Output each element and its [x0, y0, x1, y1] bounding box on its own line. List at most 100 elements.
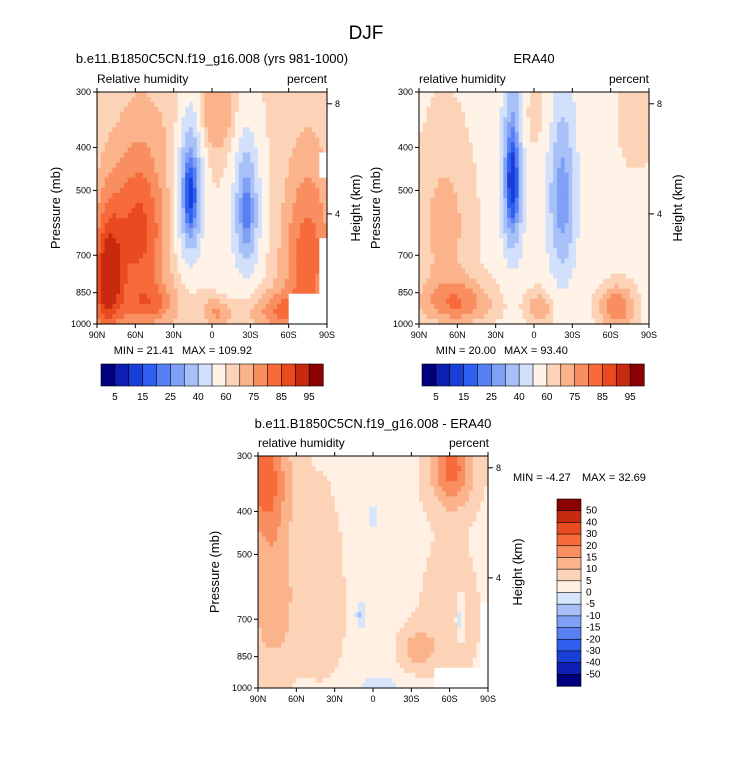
- heatmap-cell: [288, 263, 294, 270]
- heatmap-cell: [238, 97, 244, 103]
- heatmap-cell: [208, 248, 213, 254]
- heatmap-cell: [269, 142, 274, 149]
- heatmap-cell: [526, 137, 531, 144]
- heatmap-cell: [212, 117, 217, 123]
- heatmap-cell: [434, 132, 439, 138]
- heatmap-cell: [576, 167, 581, 174]
- heatmap-cell: [196, 258, 202, 265]
- heatmap-cell: [181, 197, 186, 204]
- heatmap-cell: [143, 147, 148, 154]
- heatmap-cell: [246, 162, 251, 169]
- heatmap-cell: [633, 223, 639, 229]
- heatmap-cell: [158, 182, 163, 189]
- heatmap-cell: [599, 268, 604, 275]
- heatmap-cell: [618, 213, 623, 219]
- heatmap-cell: [242, 107, 248, 113]
- heatmap-cell: [238, 213, 244, 219]
- heatmap-cell: [173, 253, 179, 260]
- heatmap-cell: [158, 142, 163, 149]
- heatmap-cell: [534, 102, 539, 108]
- heatmap-cell: [472, 102, 478, 108]
- colorbar-swatch: [253, 363, 269, 387]
- heatmap-cell: [296, 127, 301, 133]
- heatmap-cell: [323, 142, 328, 149]
- heatmap-cell: [511, 147, 516, 154]
- heatmap-cell: [112, 283, 117, 290]
- heatmap-cell: [442, 157, 447, 164]
- heatmap-cell: [610, 112, 616, 118]
- heatmap-cell: [641, 162, 646, 169]
- heatmap-cell: [154, 263, 159, 270]
- heatmap-cell: [549, 92, 554, 98]
- heatmap-cell: [626, 187, 631, 194]
- heatmap-cell: [284, 248, 290, 254]
- heatmap-cell: [104, 197, 110, 204]
- heatmap-cell: [158, 233, 163, 239]
- heatmap-cell: [522, 238, 527, 244]
- heatmap-cell: [319, 197, 324, 204]
- heatmap-cell: [426, 182, 432, 189]
- heatmap-cell: [307, 298, 313, 305]
- heatmap-cell: [292, 192, 297, 199]
- heatmap-cell: [499, 127, 504, 133]
- heatmap-cell: [143, 228, 148, 234]
- heatmap-cell: [622, 182, 627, 189]
- heatmap-cell: [261, 92, 267, 98]
- heatmap-cell: [97, 147, 102, 154]
- heatmap-cell: [641, 122, 646, 128]
- heatmap-cell: [503, 142, 508, 149]
- heatmap-cell: [442, 182, 447, 189]
- colorbar-model: 5 15 25 40 60 75 85 95: [100, 363, 324, 403]
- heatmap-cell: [277, 288, 282, 295]
- heatmap-cell: [273, 167, 278, 174]
- y-tick-label: 700: [76, 250, 91, 260]
- heatmap-cell: [545, 137, 550, 144]
- heatmap-cell: [254, 167, 259, 174]
- heatmap-cell: [273, 182, 278, 189]
- heatmap-cell: [511, 112, 516, 118]
- heatmap-cell: [422, 208, 428, 214]
- heatmap-cell: [177, 187, 182, 194]
- heatmap-cell: [522, 167, 527, 174]
- heatmap-cell: [154, 238, 159, 244]
- panel-model-min: MIN = 21.41: [114, 345, 174, 357]
- heatmap-cell: [254, 288, 259, 295]
- heatmap-cell: [442, 132, 447, 138]
- heatmap-cell: [162, 223, 167, 229]
- heatmap-cell: [541, 202, 547, 209]
- heatmap-cell: [120, 293, 125, 300]
- heatmap-cell: [231, 192, 236, 199]
- heatmap-cell: [166, 248, 171, 254]
- heatmap-cell: [304, 192, 309, 199]
- heatmap-cell: [453, 258, 458, 265]
- heatmap-cell: [522, 157, 527, 164]
- heatmap-cell: [154, 162, 159, 169]
- heatmap-cell: [258, 298, 263, 305]
- heatmap-cell: [438, 223, 443, 229]
- heatmap-cell: [104, 137, 110, 144]
- heatmap-cell: [507, 208, 512, 214]
- heatmap-cell: [488, 223, 493, 229]
- heatmap-cell: [595, 192, 600, 199]
- heatmap-cell: [281, 97, 286, 103]
- heatmap-cell: [419, 213, 424, 219]
- heatmap-cell: [254, 197, 259, 204]
- heatmap-cell: [250, 228, 255, 234]
- y-tick-label: 400: [76, 142, 91, 152]
- heatmap-cell: [277, 273, 282, 280]
- heatmap-cell: [166, 162, 171, 169]
- heatmap-cell: [292, 293, 297, 300]
- heatmap-cell: [189, 127, 194, 133]
- heatmap-cell: [97, 167, 102, 174]
- heatmap-cell: [419, 162, 424, 169]
- heatmap-cell: [518, 122, 524, 128]
- heatmap-cell: [292, 243, 297, 249]
- heatmap-cell: [319, 132, 324, 138]
- heatmap-cell: [430, 127, 435, 133]
- heatmap-cell: [143, 152, 148, 159]
- heatmap-cell: [215, 258, 221, 265]
- heatmap-cell: [576, 253, 581, 260]
- heatmap-cell: [150, 112, 156, 118]
- heatmap-cell: [488, 97, 493, 103]
- heatmap-cell: [645, 122, 650, 128]
